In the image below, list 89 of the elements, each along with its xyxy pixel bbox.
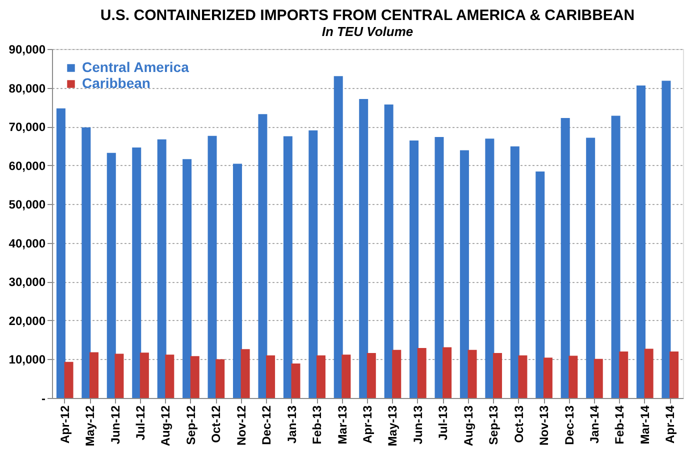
y-tick-label: 90,000 [8, 42, 46, 56]
bar [56, 108, 66, 398]
y-tick-label: 70,000 [8, 120, 46, 134]
bar [460, 150, 469, 398]
bar [468, 350, 477, 398]
bar [106, 152, 116, 398]
y-tick-label: 20,000 [8, 314, 46, 328]
bar [560, 118, 570, 398]
bar [266, 355, 276, 398]
x-tick-label: Aug-12 [158, 405, 173, 446]
bar [518, 355, 528, 398]
bar [182, 159, 192, 398]
bar [291, 363, 300, 398]
y-tick-label: 10,000 [8, 352, 46, 367]
bar [316, 355, 326, 398]
x-tick-label: Jun-13 [410, 405, 425, 444]
legend-label: Caribbean [82, 75, 150, 91]
bar [636, 85, 646, 398]
x-tick-label: Dec-12 [260, 405, 274, 445]
bar [190, 356, 200, 398]
bar [434, 137, 444, 398]
x-tick-label: Mar-13 [335, 405, 350, 444]
chart-subtitle: In TEU Volume [322, 24, 414, 39]
x-tick-label: Jul-12 [134, 405, 148, 440]
x-tick-label: Dec-13 [562, 405, 576, 445]
bar [662, 80, 671, 398]
legend-label: Central America [82, 59, 190, 75]
bar [283, 136, 292, 398]
x-tick-label: May-13 [386, 405, 400, 446]
x-tick-label: Nov-13 [537, 405, 552, 446]
bar [82, 127, 91, 398]
bar [611, 116, 620, 398]
bar [543, 358, 552, 398]
y-tick-label: 80,000 [8, 81, 46, 96]
bar [510, 146, 520, 398]
bar [485, 138, 494, 398]
bar [536, 172, 545, 398]
x-tick-label: Jan-13 [284, 405, 299, 444]
bar [366, 353, 376, 398]
bar [384, 104, 394, 398]
x-tick-label: Nov-12 [234, 405, 248, 446]
bar [216, 359, 225, 398]
x-tick-label: Oct-12 [209, 405, 224, 443]
bar [392, 350, 402, 398]
x-tick-label: Jun-12 [108, 405, 122, 444]
bar [140, 352, 149, 398]
bar [240, 349, 250, 398]
bar [334, 76, 343, 398]
bar [165, 354, 174, 398]
bar [619, 351, 628, 398]
x-tick-label: Sep-13 [486, 405, 501, 445]
x-tick-label: Feb-14 [612, 405, 627, 444]
bar [644, 348, 654, 398]
bar [64, 362, 74, 398]
y-tick-label: - [42, 392, 46, 406]
x-tick-label: Apr-14 [663, 405, 678, 444]
x-tick-label: Apr-13 [360, 405, 374, 444]
bar [493, 353, 502, 398]
bar [132, 147, 142, 398]
x-tick-label: Jul-13 [436, 405, 450, 440]
x-tick-label: Sep-12 [184, 405, 198, 445]
bar [410, 140, 419, 398]
x-tick-label: Oct-13 [512, 405, 526, 443]
bar [308, 130, 318, 398]
bar [586, 138, 596, 398]
bar [359, 99, 368, 398]
bar [417, 348, 426, 398]
bar [232, 164, 242, 398]
y-tick-label: 50,000 [8, 198, 46, 212]
bar [208, 136, 217, 398]
bar [114, 354, 124, 398]
bar [157, 139, 166, 398]
x-tick-label: Mar-14 [638, 405, 652, 444]
x-tick-label: Aug-13 [461, 405, 476, 446]
y-tick-label: 40,000 [8, 236, 46, 250]
y-tick-label: 60,000 [8, 158, 46, 173]
bar [258, 114, 268, 398]
bar [342, 354, 351, 398]
y-tick-label: 30,000 [8, 275, 46, 290]
bar [594, 358, 603, 398]
bar [568, 356, 578, 398]
chart-title: U.S. CONTAINERIZED IMPORTS FROM CENTRAL AMERICA & CARIBBEAN [100, 7, 635, 24]
bar [442, 347, 452, 398]
bar [89, 352, 98, 398]
x-tick-label: May-12 [83, 405, 98, 446]
x-tick-label: Apr-12 [58, 405, 72, 444]
bar [670, 351, 679, 398]
x-tick-label: Feb-13 [310, 405, 324, 444]
x-tick-label: Jan-14 [587, 405, 602, 444]
